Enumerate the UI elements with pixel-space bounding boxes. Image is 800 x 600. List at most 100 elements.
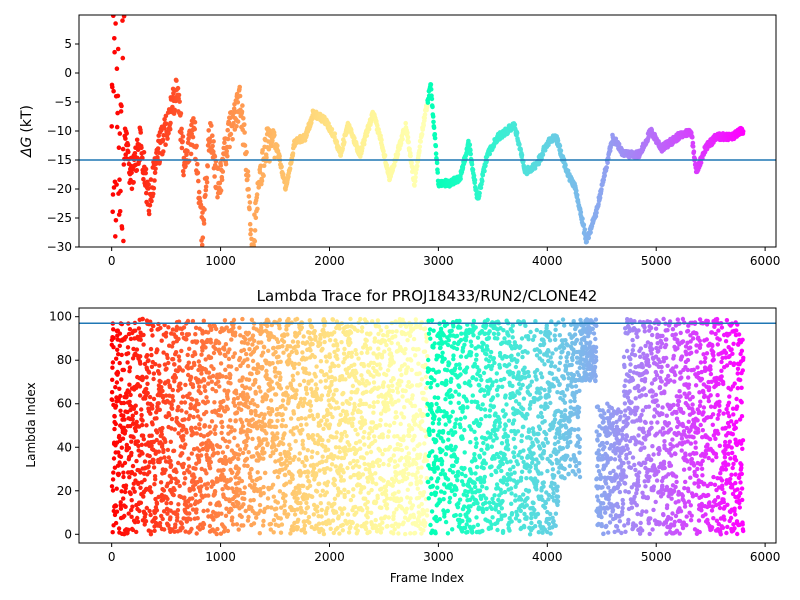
lambda-point: [118, 454, 124, 459]
delta-g-point: [121, 238, 126, 244]
lambda-point: [151, 396, 157, 402]
lambda-point: [141, 437, 146, 442]
delta-g-point: [225, 127, 230, 133]
lambda-point: [387, 347, 392, 352]
lambda-point: [153, 477, 158, 482]
lambda-point: [229, 486, 235, 491]
lambda-point: [187, 511, 192, 516]
lambda-point: [269, 505, 274, 510]
lambda-point: [413, 317, 418, 322]
lambda-point: [278, 451, 283, 457]
lambda-point: [292, 512, 298, 517]
lambda-point: [348, 524, 353, 530]
lambda-point: [171, 340, 176, 345]
lambda-point: [130, 527, 136, 533]
lambda-point: [334, 387, 339, 393]
lambda-point: [288, 446, 293, 451]
lambda-point: [132, 472, 137, 477]
delta-g-point: [260, 148, 265, 153]
delta-g-point: [209, 123, 214, 128]
lambda-point: [322, 470, 327, 475]
delta-g-point: [225, 136, 231, 142]
delta-g-point: [196, 189, 202, 195]
lambda-point: [232, 455, 237, 460]
lambda-point: [230, 522, 236, 527]
lambda-point: [205, 330, 211, 335]
lambda-point: [139, 422, 145, 428]
lambda-point: [142, 477, 147, 483]
lambda-point: [381, 380, 386, 385]
lambda-point: [264, 368, 269, 374]
delta-g-point: [203, 192, 208, 198]
lambda-point: [194, 507, 199, 512]
lambda-point: [269, 419, 274, 424]
lambda-point: [328, 368, 333, 374]
lambda-point: [286, 396, 291, 402]
lambda-point: [195, 516, 200, 521]
lambda-point: [287, 344, 293, 349]
lambda-point: [146, 464, 151, 469]
lambda-point: [236, 456, 241, 462]
lambda-point: [379, 526, 385, 531]
lambda-point: [187, 470, 192, 475]
delta-g-point: [150, 191, 156, 197]
lambda-point: [244, 385, 249, 390]
lambda-point: [209, 419, 215, 424]
lambda-point: [260, 350, 266, 355]
lambda-point: [148, 346, 154, 352]
lambda-point: [357, 439, 363, 444]
lambda-point: [397, 383, 402, 388]
lambda-point: [433, 490, 439, 496]
lambda-point: [246, 377, 252, 382]
lambda-point: [389, 397, 394, 402]
lambda-point: [373, 499, 379, 505]
lambda-point: [268, 453, 273, 459]
lambda-point: [297, 451, 302, 456]
lambda-point: [110, 377, 115, 382]
delta-g-point: [574, 188, 579, 193]
lambda-point: [211, 517, 216, 522]
lambda-point: [190, 318, 196, 324]
lambda-point: [185, 318, 191, 324]
delta-g-point: [113, 21, 118, 26]
lambda-point: [111, 345, 116, 350]
lambda-point: [296, 457, 301, 462]
lambda-point: [147, 453, 152, 459]
lambda-point: [310, 433, 316, 438]
delta-g-point: [410, 165, 415, 170]
lambda-point: [293, 392, 299, 397]
lambda-point: [176, 354, 182, 359]
delta-g-point: [242, 143, 248, 148]
lambda-point: [428, 522, 433, 528]
lambda-point: [113, 503, 119, 509]
lambda-point: [245, 357, 250, 362]
lambda-point: [240, 450, 246, 456]
lambda-point: [348, 316, 353, 322]
lambda-point: [366, 381, 372, 386]
lambda-point: [319, 369, 325, 374]
lambda-point: [208, 340, 214, 345]
lambda-point: [258, 389, 263, 394]
lambda-point: [324, 458, 329, 464]
lambda-point: [416, 361, 421, 366]
lambda-point: [241, 502, 246, 507]
delta-g-point: [219, 177, 225, 183]
lambda-point: [376, 463, 382, 468]
lambda-point: [204, 409, 209, 415]
lambda-point: [161, 488, 167, 493]
delta-g-point: [199, 242, 205, 247]
lambda-point: [165, 355, 170, 361]
lambda-point: [152, 524, 157, 529]
delta-g-point: [129, 186, 135, 192]
lambda-point: [228, 477, 233, 482]
lambda-point: [109, 484, 115, 489]
lambda-point: [155, 347, 160, 353]
lambda-point: [127, 369, 132, 374]
lambda-point: [355, 523, 360, 528]
delta-g-point: [597, 195, 603, 201]
lambda-point: [307, 330, 313, 336]
delta-g-point: [232, 102, 237, 107]
lambda-point: [132, 489, 137, 494]
lambda-point: [251, 454, 256, 459]
lambda-point: [316, 521, 322, 526]
